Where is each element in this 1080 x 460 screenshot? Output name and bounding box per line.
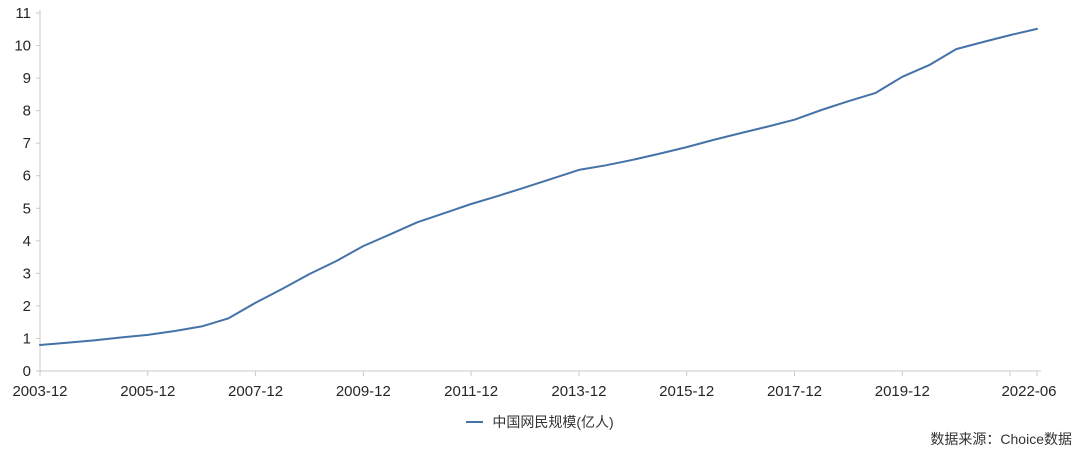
y-axis-tick-label: 0 [23,363,31,380]
y-axis-tick-label: 9 [23,70,31,87]
y-axis-tick-label: 10 [14,38,31,55]
x-axis-tick-label: 2011-12 [444,383,498,400]
source-note: 数据来源：Choice数据 [930,431,1072,447]
x-axis-tick-label: 2007-12 [228,383,283,400]
x-axis-tick-label: 2017-12 [767,383,822,400]
y-axis-tick-label: 4 [23,233,31,250]
y-axis-tick-label: 11 [15,5,31,22]
x-axis-tick-label: 2015-12 [659,383,714,400]
legend-line-marker [466,421,484,423]
legend-label: 中国网民规模(亿人) [492,414,614,430]
y-axis-tick-label: 1 [23,330,31,347]
x-axis-tick-label: 2022-06 [1001,383,1056,400]
x-axis-tick-label: 2009-12 [336,383,391,400]
x-axis-tick-label: 2019-12 [875,383,930,400]
x-axis-tick-label: 2013-12 [551,383,606,400]
legend: 中国网民规模(亿人) [0,412,1080,432]
y-axis-tick-label: 2 [23,298,31,315]
y-axis-tick-label: 3 [23,265,31,282]
y-axis-tick-label: 6 [23,168,31,185]
x-axis-tick-label: 2005-12 [120,383,175,400]
x-axis-tick-label: 2003-12 [12,383,67,400]
y-axis-tick-label: 8 [23,103,31,120]
y-axis-tick-label: 7 [23,135,31,152]
series-line [39,27,1038,346]
y-axis-tick-label: 5 [23,200,31,217]
